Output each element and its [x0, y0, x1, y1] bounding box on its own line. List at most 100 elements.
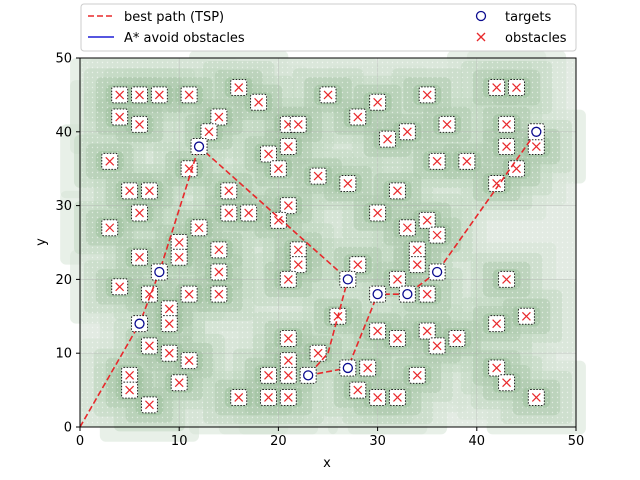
y-axis-label: y — [34, 238, 49, 246]
obstacle-x-stroke — [194, 223, 204, 233]
obstacle-marker — [121, 366, 139, 384]
target-box — [428, 263, 446, 281]
obstacle-marker — [160, 300, 178, 318]
obstacle-marker — [369, 204, 387, 222]
obstacle-marker — [210, 263, 228, 281]
target-marker — [131, 315, 149, 333]
obstacle-marker — [180, 160, 198, 178]
obstacle-marker — [498, 374, 516, 392]
obstacle-marker — [269, 211, 287, 229]
target-marker — [428, 263, 446, 281]
target-marker — [339, 270, 357, 288]
obstacle-marker — [428, 152, 446, 170]
obstacle-marker — [428, 337, 446, 355]
obstacle-marker — [369, 322, 387, 340]
legend: best path (TSP) A* avoid obstacles targe… — [80, 3, 577, 52]
obstacle-x-stroke — [353, 385, 363, 395]
x-tick-label: 0 — [76, 434, 84, 449]
obstacle-x-stroke — [115, 90, 125, 100]
obstacle-x-stroke — [184, 289, 194, 299]
obstacle-x-stroke — [353, 260, 363, 270]
obstacle-x-stroke — [164, 319, 174, 329]
obstacle-x-stroke — [125, 186, 135, 196]
obstacle-x-stroke — [502, 142, 511, 151]
obstacle-x-stroke — [422, 289, 432, 299]
obstacle-x-stroke — [164, 348, 174, 358]
obstacle-marker — [369, 93, 387, 111]
target-marker — [190, 138, 208, 156]
obstacle-x-stroke — [135, 252, 144, 262]
obstacle-x-stroke — [293, 119, 303, 129]
obstacle-x-stroke — [422, 215, 432, 225]
obstacle-marker — [507, 79, 525, 97]
obstacle-marker — [269, 160, 287, 178]
obstacle-x-stroke — [323, 90, 333, 100]
obstacle-x-stroke — [353, 112, 363, 122]
obstacle-x-stroke — [135, 119, 144, 129]
target-box — [369, 285, 387, 303]
obstacle-x-stroke — [393, 274, 402, 284]
obstacle-x-stroke — [214, 112, 224, 122]
obstacle-x-stroke — [273, 164, 283, 174]
target-box — [339, 270, 357, 288]
target-circle — [303, 370, 314, 381]
obstacle-x-stroke — [293, 260, 303, 270]
target-circle — [342, 362, 353, 374]
target-circle — [402, 289, 413, 300]
obstacle-x-stroke — [214, 245, 224, 255]
obstacle-marker — [398, 219, 416, 237]
obstacle-marker — [309, 344, 327, 362]
obstacle-marker — [398, 123, 416, 141]
obstacle-marker — [388, 329, 406, 347]
obstacle-marker — [498, 115, 516, 133]
y-tick-label: 20 — [55, 273, 72, 288]
axes-frame — [79, 57, 577, 428]
y-tick-label: 40 — [55, 125, 72, 140]
obstacle-marker — [180, 352, 198, 370]
obstacle-marker — [259, 366, 277, 384]
obstacle-x-stroke — [502, 378, 511, 388]
target-circle — [134, 318, 145, 329]
obstacle-x-stroke — [264, 393, 273, 402]
obstacle-x-stroke — [531, 142, 541, 151]
obstacle-x-stroke — [492, 319, 502, 329]
obstacle-x-stroke — [145, 186, 154, 196]
target-marker — [527, 123, 545, 141]
legend-targets-label: targets — [505, 10, 552, 25]
target-marker — [299, 366, 317, 384]
obstacle-x-stroke — [313, 171, 323, 181]
target-circle — [372, 289, 383, 300]
obstacle-x-stroke — [234, 393, 244, 402]
target-box — [150, 263, 168, 281]
obstacle-x-stroke — [145, 341, 154, 351]
obstacle-marker — [111, 108, 129, 126]
obstacle-marker — [180, 86, 198, 104]
target-layer — [131, 123, 545, 384]
obstacle-marker — [418, 211, 436, 229]
obstacle-x-stroke — [442, 119, 452, 129]
obstacle-marker — [289, 256, 307, 274]
obstacle-marker — [418, 285, 436, 303]
legend-tsp-label: best path (TSP) — [124, 10, 224, 25]
y-tick-label: 30 — [55, 199, 72, 214]
obstacle-x-stroke — [343, 179, 353, 188]
obstacle-x-stroke — [254, 97, 263, 107]
target-circle — [154, 266, 165, 278]
obstacle-x-stroke — [283, 356, 293, 366]
obstacle-marker — [527, 388, 545, 406]
obstacle-x-stroke — [283, 334, 293, 343]
x-tick-label: 10 — [171, 434, 188, 449]
y-tick-label: 0 — [64, 421, 72, 436]
obstacle-x-stroke — [135, 90, 144, 100]
obstacle-marker — [507, 160, 525, 178]
obstacle-x-stroke — [273, 215, 283, 225]
obstacle-marker — [369, 388, 387, 406]
legend-targets-swatch — [475, 10, 487, 22]
obstacle-marker — [160, 344, 178, 362]
x-tick-label: 40 — [469, 434, 486, 449]
y-tick-label: 50 — [55, 52, 72, 67]
obstacle-x-stroke — [115, 112, 125, 122]
obstacle-x-stroke — [373, 393, 383, 402]
target-marker — [369, 285, 387, 303]
obstacle-x-stroke — [184, 356, 194, 366]
